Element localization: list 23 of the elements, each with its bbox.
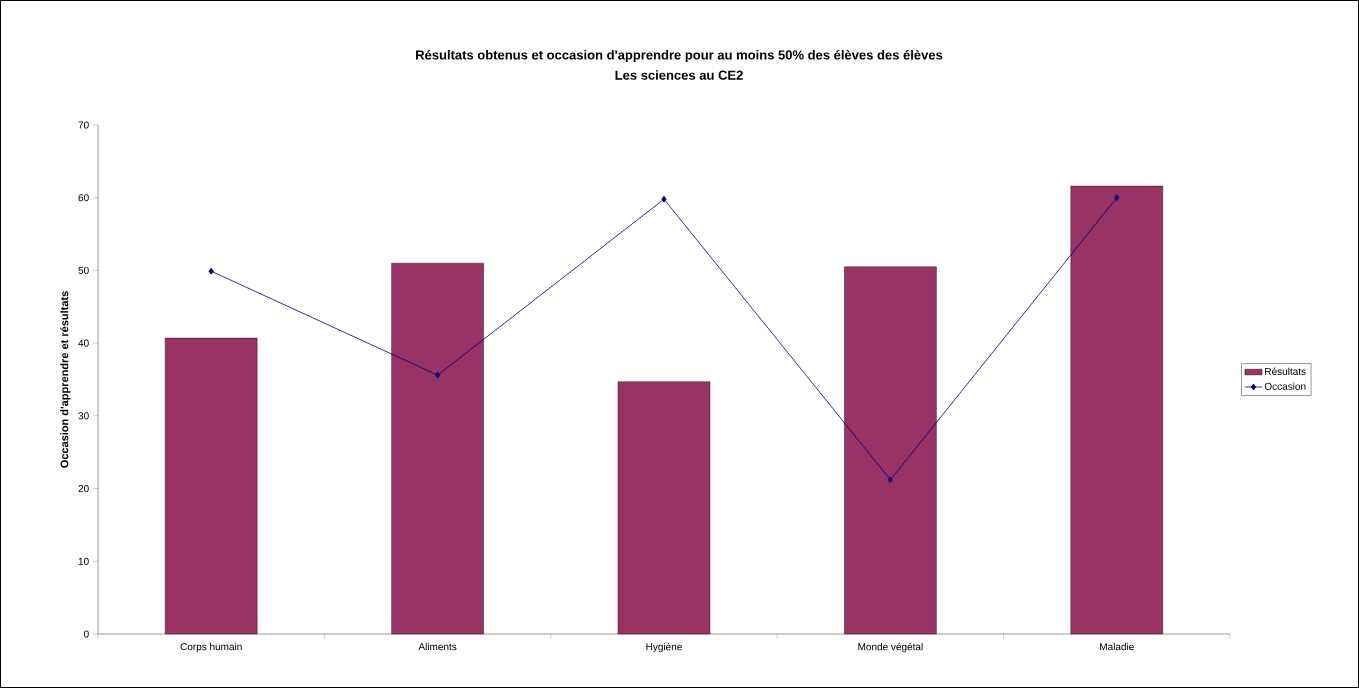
x-tick-label: Hygiène xyxy=(646,642,682,653)
x-tick-label: Monde végétal xyxy=(858,642,923,653)
y-tick-label: 0 xyxy=(83,630,89,638)
point xyxy=(434,371,441,379)
chart-subtitle: Les sciences au CE2 xyxy=(615,70,743,80)
y-axis-title: Occasion d'apprendre et résultats xyxy=(60,291,71,468)
point xyxy=(208,267,214,275)
y-tick-label: 30 xyxy=(78,412,89,420)
point xyxy=(661,195,667,203)
x-tick-label: Corps humain xyxy=(180,642,242,653)
x-tick-label: Aliments xyxy=(418,642,457,651)
y-tick-label: 10 xyxy=(78,557,89,565)
y-tick-label: 20 xyxy=(78,485,89,493)
y-tick-label: 70 xyxy=(78,121,89,129)
legend-label: Résultats xyxy=(1265,367,1306,375)
y-tick-label: 50 xyxy=(78,266,89,274)
chart-title: Résultats obtenus et occasion d'apprendre pour au moins 50% des élèves des élèves xyxy=(416,49,943,63)
x-tick-label: Maladie xyxy=(1100,642,1134,651)
y-tick-label: 60 xyxy=(78,194,89,202)
point xyxy=(1114,194,1120,202)
y-tick-label: 40 xyxy=(78,339,89,347)
point xyxy=(887,476,894,484)
legend-label: Occasion xyxy=(1264,382,1306,390)
